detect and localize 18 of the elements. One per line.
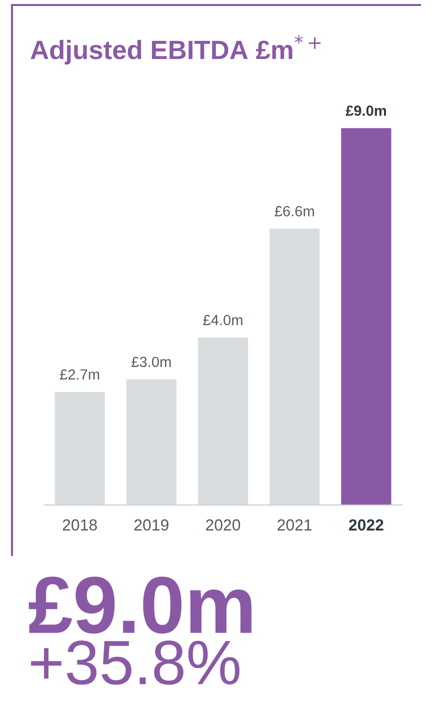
- chart-title: Adjusted EBITDA £m$^{*+}$: [30, 35, 321, 65]
- data-label: £4.0m: [203, 314, 242, 326]
- x-tick-label: 2020: [206, 519, 240, 531]
- data-label: £9.0m: [346, 106, 386, 116]
- x-tick-label: 2018: [62, 519, 97, 531]
- text: +35.8%: [31, 640, 240, 685]
- bar: [198, 338, 248, 505]
- text: £9.0m: [28, 576, 252, 634]
- bar: [270, 228, 320, 505]
- data-label: £2.7m: [60, 369, 100, 380]
- x-tick-label: 2021: [278, 519, 312, 531]
- x-tick-label: 2022: [348, 519, 384, 531]
- bar: [341, 128, 392, 505]
- bar: [54, 392, 105, 505]
- data-label: £6.6m: [274, 206, 314, 216]
- data-label: £3.0m: [132, 356, 171, 368]
- bar: [126, 379, 176, 505]
- x-tick-label: 2019: [134, 519, 168, 531]
